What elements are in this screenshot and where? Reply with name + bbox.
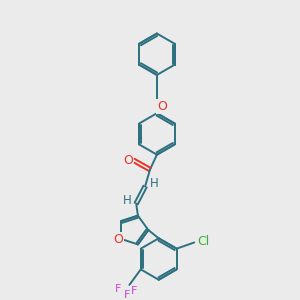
Text: H: H: [150, 177, 158, 190]
Text: H: H: [123, 194, 132, 207]
Text: O: O: [124, 154, 134, 167]
Text: Cl: Cl: [197, 235, 209, 248]
Text: F: F: [124, 290, 130, 300]
Text: O: O: [113, 233, 123, 246]
Text: F: F: [116, 284, 122, 294]
Text: O: O: [157, 100, 167, 112]
Text: F: F: [131, 286, 137, 296]
